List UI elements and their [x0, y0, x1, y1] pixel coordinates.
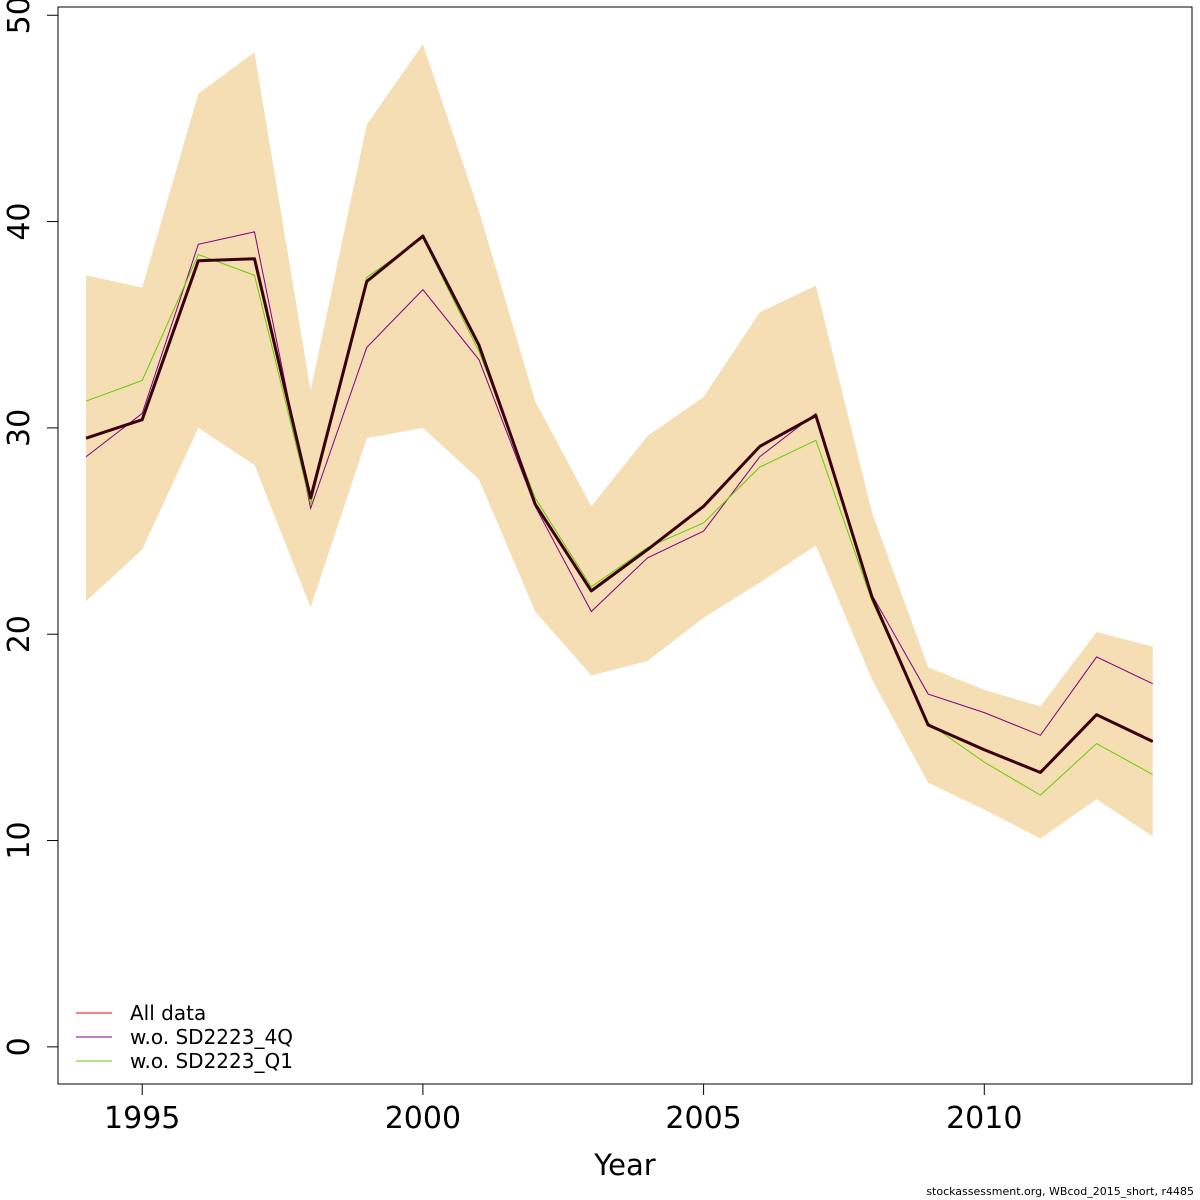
confidence-band-layer	[86, 44, 1153, 839]
y-tick-label: 40	[2, 202, 37, 240]
legend-label: w.o. SD2223_4Q	[130, 1025, 293, 1049]
x-axis-title: Year	[593, 1148, 655, 1182]
x-tick-label: 2005	[665, 1101, 741, 1136]
series-layer	[85, 231, 1154, 796]
confidence-band	[86, 44, 1153, 839]
y-tick-label: 50	[2, 0, 37, 34]
legend-label: w.o. SD2223_Q1	[130, 1049, 293, 1073]
x-axis: 1995 2000 2005 2010	[104, 1084, 1022, 1136]
series-line-2	[85, 231, 1153, 736]
overlay-bold-line	[85, 234, 1154, 774]
x-tick-label: 2010	[946, 1101, 1022, 1136]
y-tick-label: 20	[2, 615, 37, 653]
y-tick-label: 10	[2, 821, 37, 859]
x-tick-label: 1995	[104, 1101, 180, 1136]
y-axis: 0 10 20 30 40 50	[2, 0, 58, 1056]
x-tick-label: 2000	[385, 1101, 461, 1136]
y-tick-label: 0	[2, 1037, 37, 1056]
legend-label: All data	[130, 1001, 206, 1025]
footnote: stockassessment.org, WBcod_2015_short, r…	[926, 1185, 1194, 1198]
series-line-3	[85, 237, 1153, 796]
y-tick-label: 30	[2, 409, 37, 447]
plot-frame	[57, 6, 1193, 1085]
